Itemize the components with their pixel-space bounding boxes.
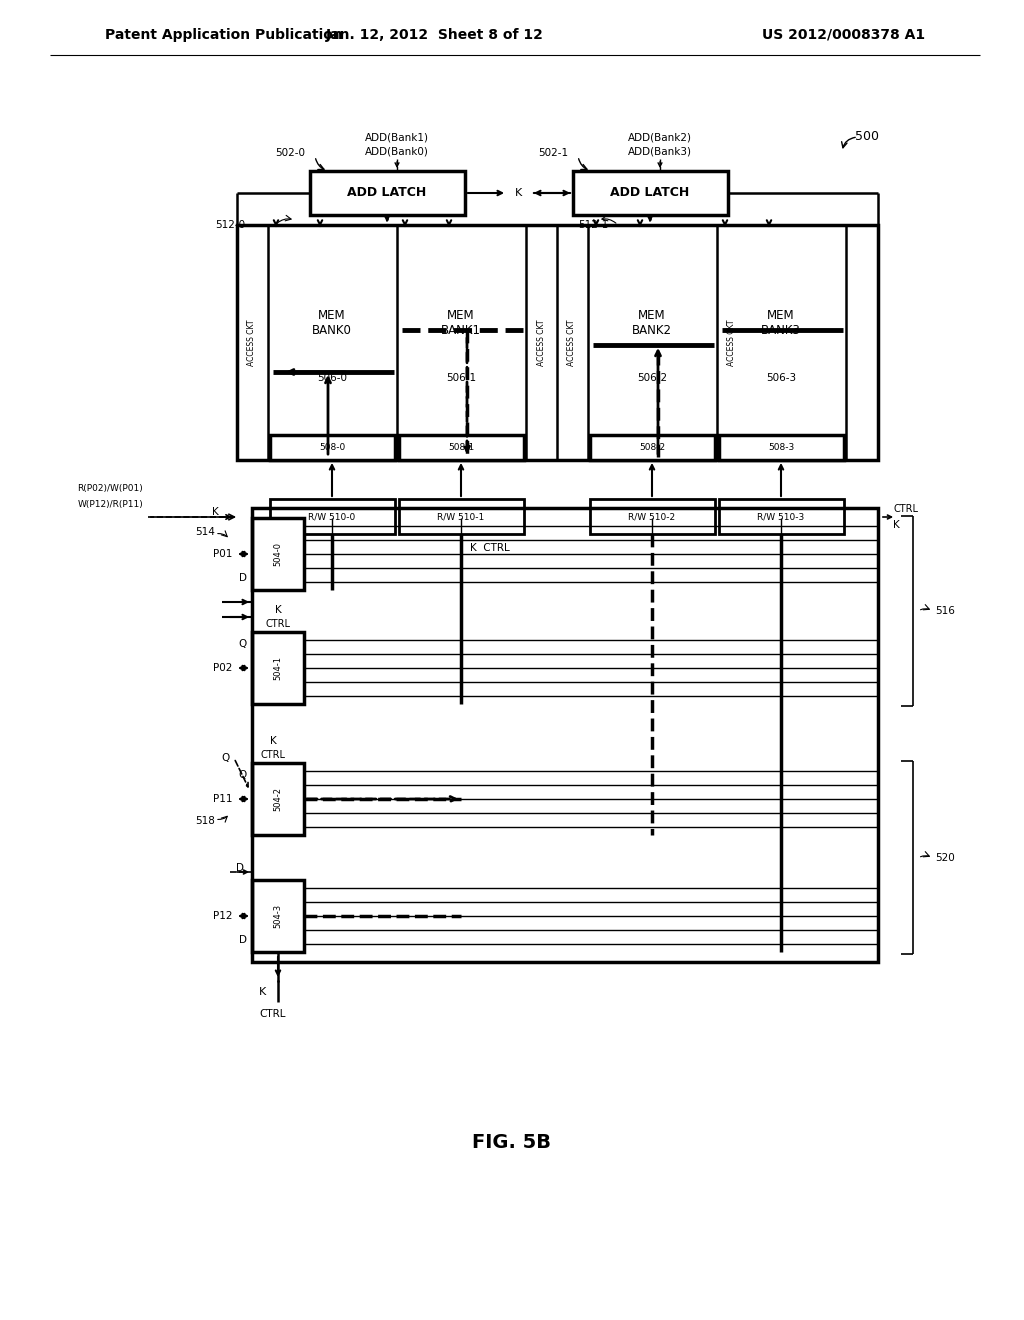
Bar bbox=[590, 436, 715, 459]
Text: ADD(Bank2): ADD(Bank2) bbox=[628, 132, 692, 143]
Text: CTRL: CTRL bbox=[893, 504, 918, 513]
Text: 506-1: 506-1 bbox=[445, 374, 476, 383]
Text: Patent Application Publication: Patent Application Publication bbox=[105, 28, 343, 42]
Text: P01: P01 bbox=[213, 549, 232, 558]
Bar bbox=[237, 224, 878, 459]
Text: K: K bbox=[212, 507, 219, 517]
Text: ADD(Bank3): ADD(Bank3) bbox=[628, 147, 692, 157]
Text: 506-3: 506-3 bbox=[766, 374, 796, 383]
Text: MEM
BANK1: MEM BANK1 bbox=[441, 309, 481, 337]
Text: D: D bbox=[239, 573, 247, 583]
Bar bbox=[252, 880, 304, 952]
Text: ACCESS CKT: ACCESS CKT bbox=[727, 319, 736, 366]
Text: 504-1: 504-1 bbox=[273, 656, 283, 680]
Text: 508-2: 508-2 bbox=[639, 444, 665, 453]
Text: 514: 514 bbox=[196, 528, 215, 537]
Text: 506-0: 506-0 bbox=[317, 374, 347, 383]
Bar bbox=[719, 436, 844, 459]
Text: P11: P11 bbox=[213, 795, 232, 804]
Text: ACCESS CKT: ACCESS CKT bbox=[567, 319, 577, 366]
Text: 508-0: 508-0 bbox=[318, 444, 345, 453]
Text: K: K bbox=[515, 187, 522, 198]
Text: 502-0: 502-0 bbox=[275, 148, 305, 158]
Bar bbox=[270, 499, 395, 535]
Text: ADD LATCH: ADD LATCH bbox=[347, 186, 427, 199]
Text: MEM
BANK2: MEM BANK2 bbox=[632, 309, 672, 337]
Text: 504-2: 504-2 bbox=[273, 787, 283, 810]
Bar bbox=[252, 632, 304, 704]
Text: 512-1: 512-1 bbox=[578, 220, 608, 230]
Text: Q: Q bbox=[239, 770, 247, 780]
Text: R(P02)/W(P01): R(P02)/W(P01) bbox=[77, 484, 143, 494]
Text: P02: P02 bbox=[213, 663, 232, 673]
Text: D: D bbox=[236, 863, 244, 873]
Bar bbox=[310, 172, 465, 215]
Bar bbox=[590, 499, 715, 535]
Bar bbox=[252, 763, 304, 836]
Text: K: K bbox=[893, 520, 900, 531]
Bar bbox=[719, 499, 844, 535]
Text: ADD(Bank1): ADD(Bank1) bbox=[365, 132, 429, 143]
Text: R/W 510-3: R/W 510-3 bbox=[758, 512, 805, 521]
Bar bbox=[270, 436, 395, 459]
Text: CTRL: CTRL bbox=[260, 1008, 287, 1019]
Text: CTRL: CTRL bbox=[265, 619, 291, 630]
Text: K: K bbox=[274, 605, 282, 615]
Bar bbox=[399, 499, 524, 535]
Text: ADD LATCH: ADD LATCH bbox=[610, 186, 689, 199]
Text: 520: 520 bbox=[935, 853, 954, 863]
Text: K: K bbox=[259, 987, 266, 997]
Text: W(P12)/R(P11): W(P12)/R(P11) bbox=[77, 500, 143, 510]
Text: ADD(Bank0): ADD(Bank0) bbox=[366, 147, 429, 157]
Text: US 2012/0008378 A1: US 2012/0008378 A1 bbox=[762, 28, 925, 42]
Text: 516: 516 bbox=[935, 606, 954, 616]
Text: 512-0: 512-0 bbox=[215, 220, 245, 230]
Text: Q: Q bbox=[239, 639, 247, 649]
Text: FIG. 5B: FIG. 5B bbox=[472, 1133, 552, 1151]
Text: Jan. 12, 2012  Sheet 8 of 12: Jan. 12, 2012 Sheet 8 of 12 bbox=[326, 28, 544, 42]
Text: CTRL: CTRL bbox=[260, 750, 286, 760]
Text: 504-3: 504-3 bbox=[273, 904, 283, 928]
Text: K: K bbox=[269, 737, 276, 746]
Text: 506-2: 506-2 bbox=[637, 374, 667, 383]
Text: P12: P12 bbox=[213, 911, 232, 921]
Text: 502-1: 502-1 bbox=[538, 148, 568, 158]
Text: 500: 500 bbox=[855, 131, 879, 144]
Text: D: D bbox=[239, 935, 247, 945]
Text: R/W 510-1: R/W 510-1 bbox=[437, 512, 484, 521]
Text: ACCESS CKT: ACCESS CKT bbox=[248, 319, 256, 366]
Text: 504-0: 504-0 bbox=[273, 543, 283, 566]
Text: MEM
BANK3: MEM BANK3 bbox=[761, 309, 801, 337]
Bar bbox=[252, 517, 304, 590]
Text: R/W 510-0: R/W 510-0 bbox=[308, 512, 355, 521]
Text: ACCESS CKT: ACCESS CKT bbox=[537, 319, 546, 366]
Text: 508-3: 508-3 bbox=[768, 444, 795, 453]
Text: 518: 518 bbox=[196, 816, 215, 825]
Bar bbox=[399, 436, 524, 459]
Text: Q: Q bbox=[222, 752, 230, 763]
Text: K  CTRL: K CTRL bbox=[470, 543, 510, 553]
Bar bbox=[573, 172, 728, 215]
Text: 508-1: 508-1 bbox=[447, 444, 474, 453]
Text: R/W 510-2: R/W 510-2 bbox=[629, 512, 676, 521]
Bar bbox=[252, 508, 878, 962]
Text: MEM
BANK0: MEM BANK0 bbox=[312, 309, 352, 337]
